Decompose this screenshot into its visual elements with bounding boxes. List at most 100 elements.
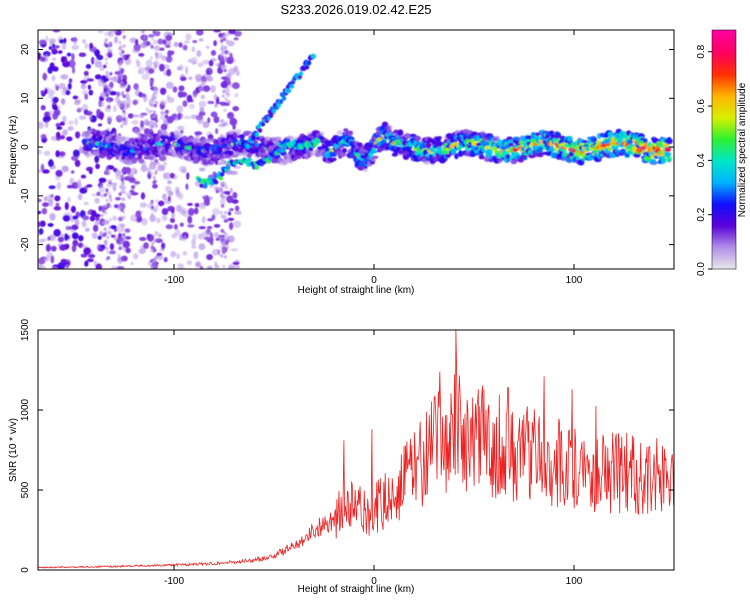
- spectrogram-cell: [84, 151, 89, 156]
- spectrogram-cell: [98, 185, 105, 194]
- spectrogram-cell: [276, 102, 282, 108]
- spectrogram-cell: [42, 72, 48, 81]
- spectrogram-cell: [45, 243, 51, 252]
- spectrogram-cell: [131, 119, 139, 125]
- colorbar-strip: [712, 69, 736, 73]
- spectrogram-cell: [103, 227, 107, 231]
- spectrogram-cell: [166, 116, 174, 124]
- spectrogram-cell: [135, 210, 142, 218]
- spectrogram-cell: [137, 153, 143, 160]
- spectrogram-cell: [123, 190, 127, 195]
- spectrogram-cell: [121, 181, 125, 186]
- spectrogram-cell: [72, 149, 80, 157]
- colorbar-strip: [712, 89, 736, 93]
- spectrogram-cell: [108, 50, 113, 55]
- spectrogram-cell: [78, 235, 84, 242]
- colorbar-strip: [712, 75, 736, 79]
- spectrogram-cell: [119, 73, 123, 78]
- spectrogram-cell: [125, 247, 131, 254]
- spectrogram-cell: [120, 175, 124, 179]
- spectrogram-cell: [218, 175, 224, 181]
- spectrogram-cell: [82, 39, 87, 44]
- spectrogram-cell: [47, 160, 54, 167]
- spectrogram-cell: [556, 132, 562, 138]
- spectrogram-cell: [216, 146, 224, 152]
- spectrogram-cell: [76, 107, 84, 111]
- spectrogram-cell: [118, 246, 122, 251]
- colorbar-strip: [712, 115, 736, 119]
- spectrogram-cell: [219, 253, 223, 258]
- spectrogram-cell: [202, 184, 208, 189]
- spectrogram-cell: [497, 160, 502, 164]
- colorbar-strip: [712, 221, 736, 224]
- spectrogram-cell: [179, 165, 187, 173]
- spectrogram-cell: [83, 201, 89, 206]
- spectrogram-cell: [445, 153, 451, 158]
- spectrogram-cell: [157, 164, 166, 172]
- spectrogram-cell: [651, 158, 657, 165]
- colorbar-strip: [712, 107, 736, 111]
- spectrogram-cell: [180, 76, 187, 81]
- colorbar-strip: [712, 217, 736, 220]
- colorbar-strip: [712, 181, 736, 184]
- snr-y-axis-title: SNR (10 * v/v): [8, 418, 19, 482]
- spectrogram-cell: [226, 195, 234, 204]
- spectrogram-cell: [223, 108, 227, 112]
- spectrogram-cell: [581, 140, 589, 144]
- spectrogram-cell: [118, 242, 122, 246]
- spectrogram-cell: [141, 73, 150, 80]
- spectrogram-cell: [308, 152, 316, 157]
- spectrogram-cell: [160, 123, 168, 131]
- spectrogram-cell: [104, 38, 108, 42]
- spectrogram-cell: [115, 95, 120, 104]
- spectrogram-frame: [37, 29, 675, 270]
- spectrogram-cell: [267, 155, 273, 161]
- x-tick-label: 100: [566, 576, 583, 587]
- colorbar-strip: [712, 49, 736, 53]
- spectrogram-cell: [222, 37, 226, 42]
- spectrogram-cell: [187, 224, 195, 228]
- colorbar-strip: [712, 65, 736, 69]
- colorbar-strip: [712, 125, 736, 129]
- spectrogram-cell: [112, 184, 117, 192]
- spectrogram-cell: [56, 181, 62, 190]
- spectrogram-cell: [213, 40, 217, 47]
- spectrogram-cell: [141, 218, 148, 226]
- spectrogram-cell: [306, 60, 312, 66]
- spectrogram-cell: [111, 266, 118, 269]
- spectrogram-cell: [114, 169, 122, 177]
- colorbar-strip: [712, 175, 736, 178]
- spectrogram-cell: [207, 100, 215, 105]
- spectrogram-cell: [185, 183, 189, 190]
- spectrogram-cell: [223, 214, 228, 219]
- spectrogram-cell: [161, 132, 170, 136]
- spectrogram-cell: [149, 128, 153, 133]
- spectrogram-cell: [106, 171, 110, 175]
- spectrogram-cell: [107, 230, 112, 235]
- spectrogram-cell: [107, 104, 111, 109]
- spectrogram-cell: [465, 147, 470, 152]
- spectrogram-cell: [130, 261, 134, 266]
- spectrogram-cell: [70, 205, 76, 213]
- spectrogram-cell: [187, 141, 193, 146]
- spectrogram-cell: [213, 93, 218, 101]
- spectrogram-cell: [154, 124, 159, 129]
- spectrogram-cell: [169, 172, 175, 179]
- spectrogram-cell: [113, 235, 117, 241]
- spectrogram-cell: [481, 141, 490, 147]
- spectrogram-cell: [136, 61, 141, 68]
- colorbar-strip: [712, 117, 736, 121]
- spectrogram-cell: [153, 265, 158, 269]
- colorbar-strip: [712, 231, 736, 234]
- spectrogram-cell: [149, 82, 154, 87]
- spectrogram-cell: [201, 216, 206, 224]
- spectrogram-cell: [229, 187, 233, 193]
- spectrogram-cell: [119, 105, 123, 109]
- spectrogram-cell: [209, 240, 214, 246]
- spectrogram-cell: [169, 218, 175, 222]
- spectrogram-cell: [212, 171, 217, 176]
- spectrogram-cell: [109, 77, 113, 81]
- spectrogram-cell: [114, 36, 119, 44]
- spectrogram-cell: [227, 150, 235, 156]
- spectrogram-cell: [104, 61, 108, 66]
